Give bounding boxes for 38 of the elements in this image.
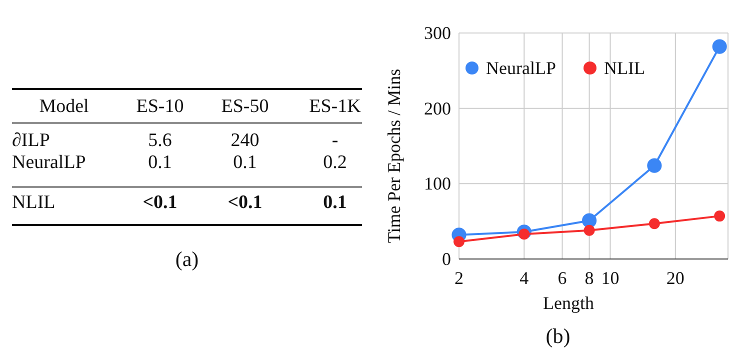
category-label: ES-10 — [136, 96, 184, 117]
y-tick-label: 100 — [424, 174, 451, 194]
text: 0.2 — [323, 152, 347, 173]
text: (b) — [546, 324, 570, 348]
x-tick-label: 4 — [520, 268, 529, 288]
point — [648, 218, 660, 230]
legend-label: NLIL — [604, 58, 645, 78]
category-label: ES-50 — [221, 96, 269, 117]
text: <0.1 — [142, 192, 178, 213]
x-tick-label: 8 — [584, 268, 594, 288]
text: 5.6 — [148, 130, 172, 151]
y-tick-label: 200 — [424, 98, 451, 118]
y-tick-label: 0 — [442, 249, 451, 269]
x-tick-label: 10 — [601, 268, 620, 288]
point — [714, 210, 726, 222]
x-tick-label: 20 — [666, 268, 684, 288]
category-label: ES-1K — [309, 96, 362, 117]
text: - — [332, 130, 338, 151]
text: 0.1 — [148, 152, 172, 173]
category-label: NLIL — [12, 192, 56, 213]
point — [584, 224, 595, 236]
x-tick-label: 6 — [558, 268, 567, 288]
text: Model — [39, 96, 89, 117]
point — [647, 158, 662, 173]
point — [454, 236, 464, 248]
text: 240 — [230, 130, 260, 151]
category-label: ∂ILP — [12, 130, 50, 151]
x-axis-title: Length — [543, 293, 594, 313]
text: 0.1 — [233, 152, 257, 173]
text: 0.1 — [323, 192, 347, 213]
text: (a) — [175, 247, 199, 271]
y-axis-title: Time Per Epochs / Mins — [384, 68, 404, 244]
legend-label: NeuralLP — [486, 58, 556, 78]
text: <0.1 — [228, 192, 262, 213]
point — [712, 39, 727, 54]
y-tick-label: 300 — [424, 23, 451, 43]
category-label: NeuralLP — [12, 152, 86, 173]
x-tick-label: 2 — [454, 268, 464, 288]
